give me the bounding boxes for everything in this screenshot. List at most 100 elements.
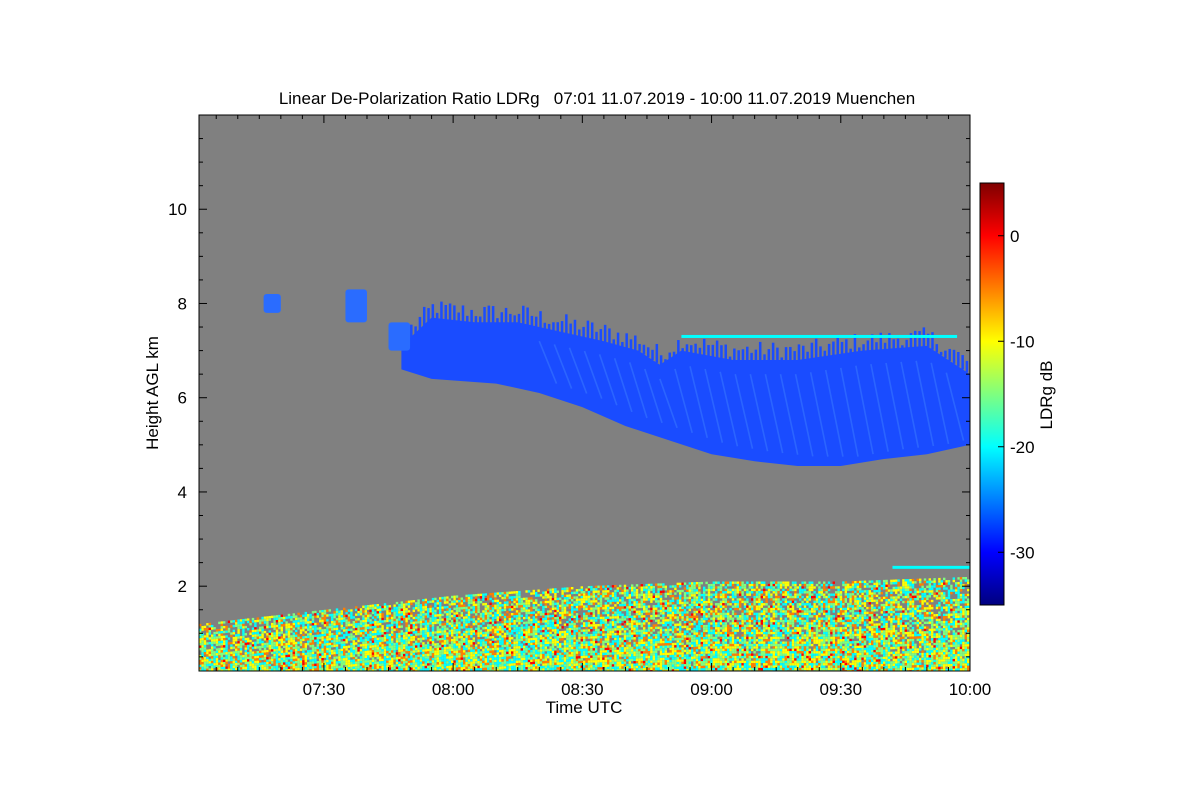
boundary-layer-pixel (489, 667, 492, 670)
boundary-layer-pixel (328, 669, 331, 671)
boundary-layer-pixel (638, 660, 641, 664)
boundary-layer-pixel (554, 641, 557, 644)
boundary-layer-pixel (419, 654, 423, 657)
boundary-layer-pixel (590, 669, 593, 671)
boundary-layer-pixel (266, 635, 269, 638)
boundary-layer-pixel (208, 649, 211, 652)
boundary-layer-pixel (539, 634, 543, 638)
boundary-layer-pixel (290, 656, 293, 660)
boundary-layer-pixel (347, 650, 351, 653)
boundary-layer-pixel (607, 606, 610, 610)
boundary-layer-pixel (405, 663, 408, 666)
boundary-layer-pixel (434, 602, 437, 605)
boundary-layer-pixel (410, 653, 413, 656)
boundary-layer-pixel (633, 615, 636, 618)
boundary-layer-pixel (530, 640, 533, 643)
boundary-layer-pixel (513, 658, 516, 661)
boundary-layer-pixel (292, 663, 295, 667)
boundary-layer-pixel (429, 619, 432, 623)
boundary-layer-pixel (206, 623, 209, 626)
boundary-layer-pixel (479, 629, 483, 633)
boundary-layer-pixel (638, 629, 641, 633)
boundary-layer-pixel (453, 629, 456, 632)
boundary-layer-pixel (398, 647, 401, 650)
boundary-layer-pixel (575, 617, 579, 621)
boundary-layer-pixel (638, 668, 641, 671)
boundary-layer-pixel (477, 632, 480, 635)
boundary-layer-pixel (448, 668, 451, 671)
boundary-layer-pixel (590, 667, 593, 670)
boundary-layer-pixel (388, 607, 391, 610)
boundary-layer-pixel (487, 597, 490, 601)
boundary-layer-pixel (619, 640, 622, 643)
boundary-layer-pixel (405, 600, 408, 604)
boundary-layer-pixel (520, 657, 523, 661)
boundary-layer-pixel (602, 633, 605, 636)
boundary-layer-pixel (659, 645, 663, 649)
boundary-layer-pixel (573, 661, 576, 664)
boundary-layer-pixel (499, 623, 502, 626)
boundary-layer-pixel (307, 621, 310, 624)
boundary-layer-pixel (268, 630, 271, 633)
boundary-layer-pixel (563, 623, 567, 626)
boundary-layer-pixel (376, 625, 379, 628)
boundary-layer-pixel (419, 640, 423, 643)
boundary-layer-pixel (391, 645, 394, 648)
boundary-layer-pixel (314, 656, 317, 659)
boundary-layer-pixel (532, 616, 535, 619)
boundary-layer-pixel (203, 668, 207, 671)
boundary-layer-pixel (619, 599, 622, 602)
boundary-layer-pixel (501, 661, 504, 665)
boundary-layer-pixel (609, 616, 612, 619)
boundary-layer-pixel (223, 645, 226, 648)
boundary-layer-pixel (650, 646, 653, 649)
boundary-layer-pixel (201, 666, 204, 670)
boundary-layer-pixel (350, 662, 353, 665)
boundary-layer-pixel (395, 606, 399, 610)
boundary-layer-pixel (343, 662, 346, 666)
boundary-layer-pixel (616, 606, 619, 609)
boundary-layer-pixel (362, 641, 365, 644)
boundary-layer-pixel (616, 642, 619, 645)
boundary-layer-pixel (561, 587, 564, 591)
boundary-layer-pixel (561, 647, 564, 651)
boundary-layer-pixel (467, 596, 471, 600)
boundary-layer-pixel (295, 644, 298, 647)
boundary-layer-pixel (623, 594, 627, 597)
boundary-layer-pixel (583, 607, 586, 611)
boundary-layer-pixel (242, 657, 245, 660)
boundary-layer-pixel (283, 633, 286, 636)
boundary-layer-pixel (268, 637, 271, 640)
boundary-layer-pixel (599, 650, 603, 653)
boundary-layer-pixel (211, 668, 214, 671)
boundary-layer-pixel (525, 647, 528, 651)
boundary-layer-pixel (263, 669, 267, 671)
boundary-layer-pixel (302, 619, 305, 622)
boundary-layer-pixel (319, 610, 322, 613)
boundary-layer-pixel (232, 629, 235, 633)
boundary-layer-pixel (244, 640, 247, 643)
boundary-layer-pixel (503, 632, 507, 636)
boundary-layer-pixel (446, 666, 449, 669)
boundary-layer-pixel (583, 617, 586, 620)
boundary-layer-pixel (263, 659, 267, 663)
boundary-layer-pixel (643, 617, 646, 620)
boundary-layer-pixel (592, 600, 595, 603)
boundary-layer-pixel (237, 624, 240, 627)
boundary-layer-pixel (386, 662, 389, 666)
boundary-layer-pixel (307, 623, 310, 627)
boundary-layer-pixel (566, 594, 569, 597)
boundary-layer-pixel (455, 636, 459, 639)
boundary-layer-pixel (220, 638, 223, 641)
cloud-top-fringe (659, 355, 663, 366)
boundary-layer-pixel (287, 652, 291, 655)
boundary-layer-pixel (280, 626, 283, 629)
boundary-layer-pixel (371, 623, 375, 627)
boundary-layer-pixel (614, 589, 617, 593)
boundary-layer-pixel (585, 626, 588, 630)
boundary-layer-pixel (477, 615, 480, 618)
boundary-layer-pixel (470, 611, 473, 614)
boundary-layer-pixel (655, 667, 658, 670)
boundary-layer-pixel (427, 620, 430, 623)
boundary-layer-pixel (422, 632, 425, 635)
